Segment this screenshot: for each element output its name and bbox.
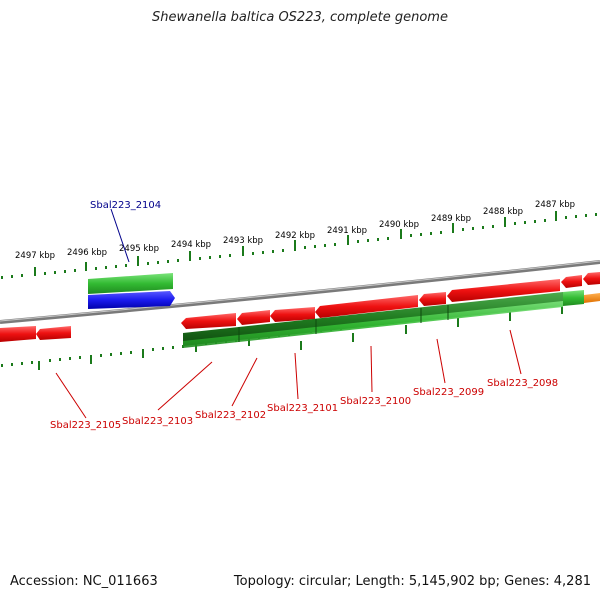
accession-text: Accession: NC_011663 (10, 574, 158, 589)
genome-summary-text: Topology: circular; Length: 5,145,902 bp… (233, 574, 591, 589)
gene-label-sbal223-2099[interactable]: Sbal223_2099 (413, 387, 484, 398)
gene-label-sbal223-2098[interactable]: Sbal223_2098 (487, 378, 558, 389)
gene-label-sbal223-2103[interactable]: Sbal223_2103 (122, 416, 193, 427)
tick-label: 2491 kbp (327, 226, 367, 236)
tick-label: 2492 kbp (275, 231, 315, 241)
gene-feature-red[interactable] (36, 326, 71, 340)
tick-labels: 2497 kbp 2496 kbp 2495 kbp 2494 kbp 2493… (15, 200, 575, 261)
tick-label: 2495 kbp (119, 244, 159, 254)
tick-label: 2496 kbp (67, 248, 107, 258)
label-leaders (55, 208, 522, 419)
gene-feature-blue-sbal223-2104[interactable] (88, 291, 175, 309)
gene-label-sbal223-2102[interactable]: Sbal223_2102 (195, 410, 266, 421)
tick-label: 2494 kbp (171, 240, 211, 250)
tick-label: 2487 kbp (535, 200, 575, 210)
gene-track-red[interactable] (0, 272, 600, 342)
gene-labels[interactable]: Sbal223_2104 Sbal223_2105 Sbal223_2103 S… (50, 200, 558, 431)
gene-feature-red[interactable] (237, 310, 270, 325)
gene-feature-red[interactable] (270, 307, 315, 322)
gene-track-lower[interactable] (183, 290, 600, 348)
gene-feature-red[interactable] (447, 279, 560, 302)
gene-label-sbal223-2104[interactable]: Sbal223_2104 (90, 200, 161, 211)
outer-tick-row (1, 211, 597, 279)
gene-track-upper[interactable] (88, 273, 175, 309)
tick-label: 2493 kbp (223, 236, 263, 246)
gene-feature-green[interactable] (563, 290, 584, 306)
gene-label-sbal223-2101[interactable]: Sbal223_2101 (267, 403, 338, 414)
tick-label: 2489 kbp (431, 214, 471, 224)
gene-feature-red[interactable] (181, 313, 236, 329)
genome-backbone (0, 260, 600, 324)
gene-label-sbal223-2100[interactable]: Sbal223_2100 (340, 396, 411, 407)
gene-feature-red[interactable] (419, 292, 446, 306)
gene-label-sbal223-2105[interactable]: Sbal223_2105 (50, 420, 121, 431)
map-title: Shewanella baltica OS223, complete genom… (152, 10, 448, 25)
gene-feature-green[interactable] (183, 301, 563, 348)
gene-feature-green[interactable] (88, 273, 173, 294)
tick-label: 2488 kbp (483, 207, 523, 217)
tick-label: 2490 kbp (379, 220, 419, 230)
gene-feature-orange[interactable] (584, 293, 600, 303)
tick-label: 2497 kbp (15, 251, 55, 261)
genome-backbone-highlight (0, 260, 600, 322)
gene-feature-red[interactable] (315, 295, 418, 318)
gene-feature-red[interactable] (0, 326, 36, 342)
gene-feature-red[interactable] (561, 275, 582, 288)
gene-feature-red[interactable] (583, 272, 600, 285)
